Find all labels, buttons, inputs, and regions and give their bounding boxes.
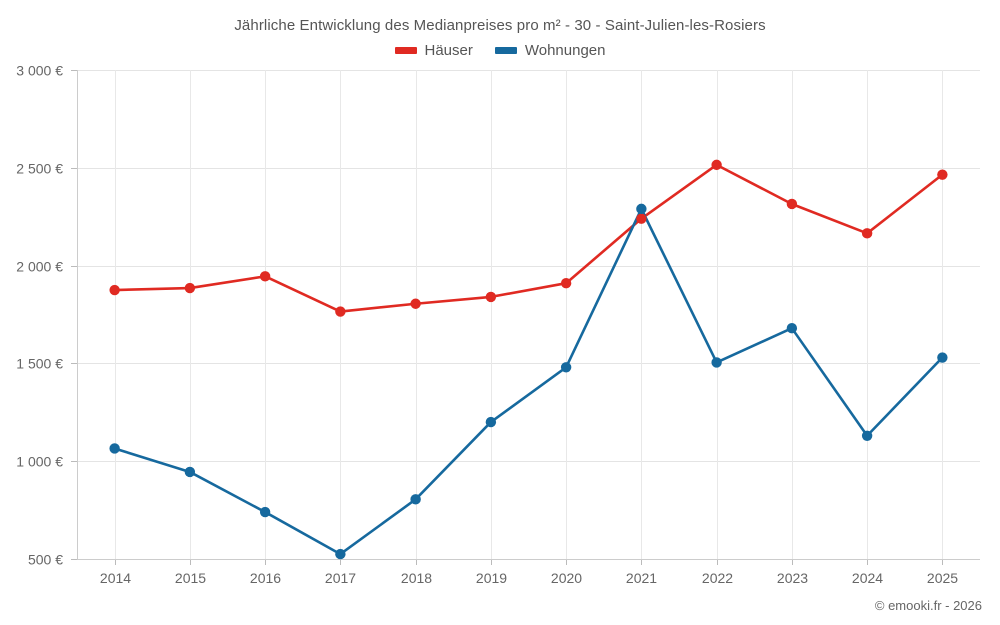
legend-swatch-wohnungen bbox=[494, 47, 517, 54]
gridlines bbox=[77, 70, 980, 560]
data-point[interactable] bbox=[335, 548, 346, 560]
x-tick-label: 2018 bbox=[401, 570, 432, 586]
legend-item-wohnungen[interactable]: Wohnungen bbox=[494, 42, 606, 59]
data-point[interactable] bbox=[786, 198, 798, 210]
x-tick-label: 2019 bbox=[476, 570, 507, 586]
data-point[interactable] bbox=[259, 506, 271, 518]
x-tick-label: 2015 bbox=[175, 570, 206, 586]
data-point[interactable] bbox=[560, 362, 572, 373]
data-point[interactable] bbox=[410, 494, 421, 505]
legend-label-wohnungen: Wohnungen bbox=[524, 42, 606, 59]
footer-credit: © emooki.fr - 2026 bbox=[874, 598, 982, 613]
chart-legend: Häuser Wohnungen bbox=[0, 42, 1000, 59]
data-point[interactable] bbox=[711, 357, 722, 368]
y-tick-label: 2 000 € bbox=[16, 259, 63, 275]
x-tick-label: 2017 bbox=[325, 570, 356, 586]
y-tick-label: 3 000 € bbox=[16, 63, 63, 79]
data-point[interactable] bbox=[861, 430, 873, 441]
data-point[interactable] bbox=[636, 213, 647, 224]
series-line-1 bbox=[113, 207, 944, 556]
data-point[interactable] bbox=[109, 443, 120, 454]
data-point[interactable] bbox=[259, 271, 271, 282]
legend-label-hauser: Häuser bbox=[424, 42, 473, 59]
legend-item-hauser[interactable]: Häuser bbox=[394, 42, 473, 59]
data-point[interactable] bbox=[485, 291, 497, 303]
x-tick-label: 2020 bbox=[551, 570, 582, 586]
data-point[interactable] bbox=[109, 284, 120, 296]
y-tick-label: 1 000 € bbox=[16, 454, 63, 470]
data-point[interactable] bbox=[560, 278, 572, 289]
data-point[interactable] bbox=[410, 298, 421, 309]
data-point[interactable] bbox=[786, 322, 798, 334]
x-tick-label: 2014 bbox=[100, 570, 131, 586]
x-tick-label: 2016 bbox=[250, 570, 281, 586]
data-point[interactable] bbox=[937, 352, 948, 363]
data-point[interactable] bbox=[184, 466, 196, 478]
data-point[interactable] bbox=[335, 306, 346, 317]
y-tick-label: 1 500 € bbox=[16, 356, 63, 372]
legend-swatch-hauser bbox=[394, 47, 417, 54]
data-point[interactable] bbox=[184, 282, 196, 294]
data-point[interactable] bbox=[485, 416, 497, 428]
x-tick-label: 2023 bbox=[777, 570, 808, 586]
data-point[interactable] bbox=[861, 228, 873, 239]
data-series bbox=[109, 159, 948, 560]
x-tick-label: 2025 bbox=[927, 570, 958, 586]
chart-title: Jährliche Entwicklung des Medianpreises … bbox=[234, 17, 766, 34]
x-tick-label: 2022 bbox=[702, 570, 733, 586]
x-tick-label: 2024 bbox=[852, 570, 883, 586]
y-tick-label: 500 € bbox=[28, 552, 63, 568]
data-point[interactable] bbox=[636, 203, 647, 215]
y-axis: 500 € 1 000 € 1 500 € 2 000 € 2 500 € 3 000 € bbox=[16, 63, 78, 568]
data-point[interactable] bbox=[711, 159, 722, 171]
data-point[interactable] bbox=[937, 169, 948, 180]
x-tick-label: 2021 bbox=[626, 570, 657, 586]
y-tick-label: 2 500 € bbox=[16, 161, 63, 177]
series-line-0 bbox=[113, 163, 944, 313]
x-axis: 2014 2015 2016 2017 2018 2019 2020 2021 2022 2023… bbox=[77, 559, 980, 586]
